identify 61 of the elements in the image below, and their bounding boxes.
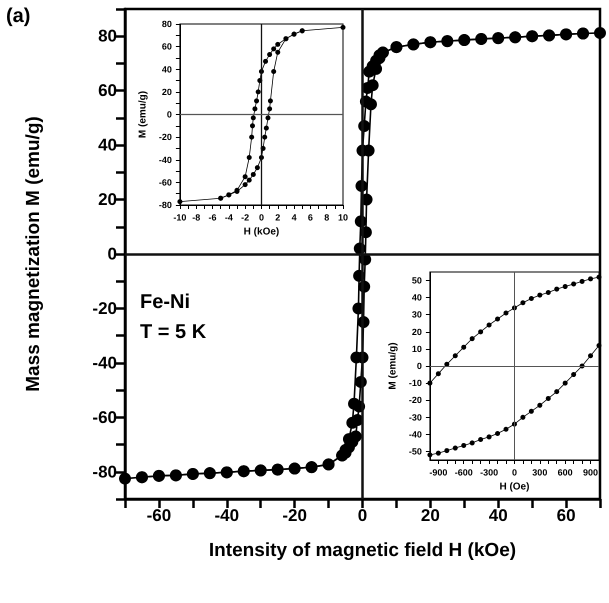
x-tick-label: 0: [258, 212, 264, 222]
y-tick-label: -20: [408, 395, 422, 406]
y-tick-label: 60: [98, 81, 117, 100]
x-tick-label: 0: [512, 468, 517, 478]
y-tick-label: 0: [166, 110, 172, 120]
x-tick-label: 600: [558, 468, 573, 478]
y-tick-label: -80: [92, 462, 117, 482]
x-tick-label: 0: [358, 506, 368, 525]
y-tick-label: 40: [162, 64, 172, 74]
y-tick-label: -60: [92, 408, 117, 427]
x-tick-label: -40: [214, 506, 240, 525]
y-tick-label: -40: [158, 154, 172, 165]
y-tick-label: -20: [158, 132, 172, 142]
x-tick-label: 60: [556, 506, 576, 525]
x-tick-label: -900: [429, 468, 448, 478]
y-tick-label: -50: [408, 446, 422, 456]
y-tick-label: 80: [98, 26, 117, 46]
x-tick-label: 6: [308, 212, 313, 222]
x-tick-label: 300: [532, 468, 548, 478]
y-tick-label: 20: [412, 326, 422, 337]
y-tick-label: 40: [98, 136, 117, 155]
x-axis-title: H (kOe): [244, 226, 280, 238]
y-tick-label: 0: [416, 361, 422, 371]
x-tick-label: 10: [338, 212, 348, 222]
x-tick-label: -8: [192, 212, 200, 222]
x-tick-label: -10: [173, 212, 186, 222]
x-tick-label: 40: [488, 506, 508, 525]
x-axis-title: H (Oe): [499, 481, 530, 492]
y-tick-label: -10: [408, 378, 422, 388]
y-tick-label: -40: [408, 429, 422, 440]
x-tick-label: -300: [480, 468, 498, 478]
x-tick-label: -20: [282, 506, 307, 525]
x-tick-label: 2: [275, 212, 280, 222]
y-tick-label: 20: [98, 190, 117, 210]
x-tick-label: -4: [224, 212, 233, 222]
y-tick-label: -60: [158, 177, 172, 188]
y-tick-label: 30: [412, 310, 422, 320]
y-tick-label: 80: [162, 19, 172, 29]
annotation: Fe-Ni: [140, 291, 190, 313]
x-tick-label: 900: [583, 468, 598, 478]
y-tick-label: 40: [412, 292, 422, 303]
x-tick-label: -6: [208, 212, 217, 222]
x-tick-label: -2: [241, 212, 250, 222]
y-tick-label: -20: [92, 298, 117, 318]
x-tick-label: 4: [292, 212, 297, 222]
y-tick-label: -40: [92, 353, 117, 372]
y-tick-label: 10: [412, 344, 422, 354]
y-tick-label: 60: [162, 42, 172, 52]
x-axis-title: Intensity of magnetic field H (kOe): [208, 540, 516, 561]
x-tick-label: 8: [324, 212, 330, 222]
y-tick-label: -30: [408, 412, 422, 422]
y-axis-title: Mass magnetization M (emu/g): [23, 116, 44, 392]
y-tick-label: 20: [162, 86, 172, 97]
y-tick-label: -80: [158, 200, 172, 210]
y-axis-title: M (emu/g): [388, 342, 398, 390]
x-tick-label: -600: [454, 468, 473, 478]
y-tick-label: 50: [412, 276, 422, 286]
y-tick-label: 0: [108, 244, 117, 264]
text: (a): [6, 5, 30, 27]
y-axis-title: M (emu/g): [138, 90, 148, 138]
annotation: T = 5 K: [140, 321, 207, 343]
